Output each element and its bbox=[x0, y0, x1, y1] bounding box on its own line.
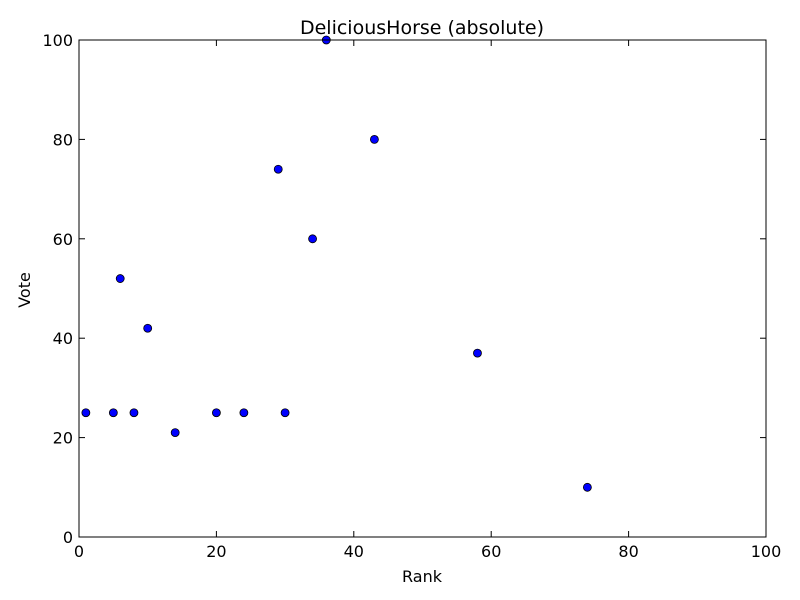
data-point bbox=[170, 428, 180, 438]
data-point bbox=[115, 274, 125, 283]
x-tick-label: 60 bbox=[481, 542, 501, 561]
y-axis-label: Vote bbox=[15, 272, 34, 308]
x-tick-label: 100 bbox=[751, 542, 782, 561]
y-tick-label: 60 bbox=[53, 230, 73, 249]
x-tick-label: 40 bbox=[344, 542, 364, 561]
axis-ticks: 0 20 40 60 80 100 0 20 40 60 80 100 bbox=[42, 31, 781, 561]
data-point bbox=[370, 134, 379, 144]
data-point bbox=[211, 408, 221, 418]
y-tick-label: 0 bbox=[63, 528, 73, 547]
data-point bbox=[81, 408, 91, 418]
y-tick-label: 100 bbox=[42, 31, 73, 50]
x-tick-label: 80 bbox=[618, 542, 638, 561]
y-tick-label: 40 bbox=[53, 329, 73, 348]
x-tick-label: 20 bbox=[206, 542, 226, 561]
x-axis-label: Rank bbox=[402, 567, 443, 586]
data-point bbox=[143, 323, 153, 333]
y-tick-label: 80 bbox=[53, 130, 73, 149]
y-tick-label: 20 bbox=[53, 429, 73, 448]
data-point bbox=[582, 482, 592, 492]
data-point bbox=[273, 164, 283, 174]
data-point bbox=[108, 408, 118, 418]
x-tick-label: 0 bbox=[74, 542, 84, 561]
data-point bbox=[239, 408, 249, 418]
chart-title: DeliciousHorse (absolute) bbox=[300, 17, 544, 39]
data-point bbox=[129, 408, 139, 418]
data-point bbox=[280, 408, 290, 418]
data-point bbox=[308, 234, 317, 244]
plot-area-frame bbox=[78, 39, 767, 538]
data-point bbox=[473, 348, 482, 358]
